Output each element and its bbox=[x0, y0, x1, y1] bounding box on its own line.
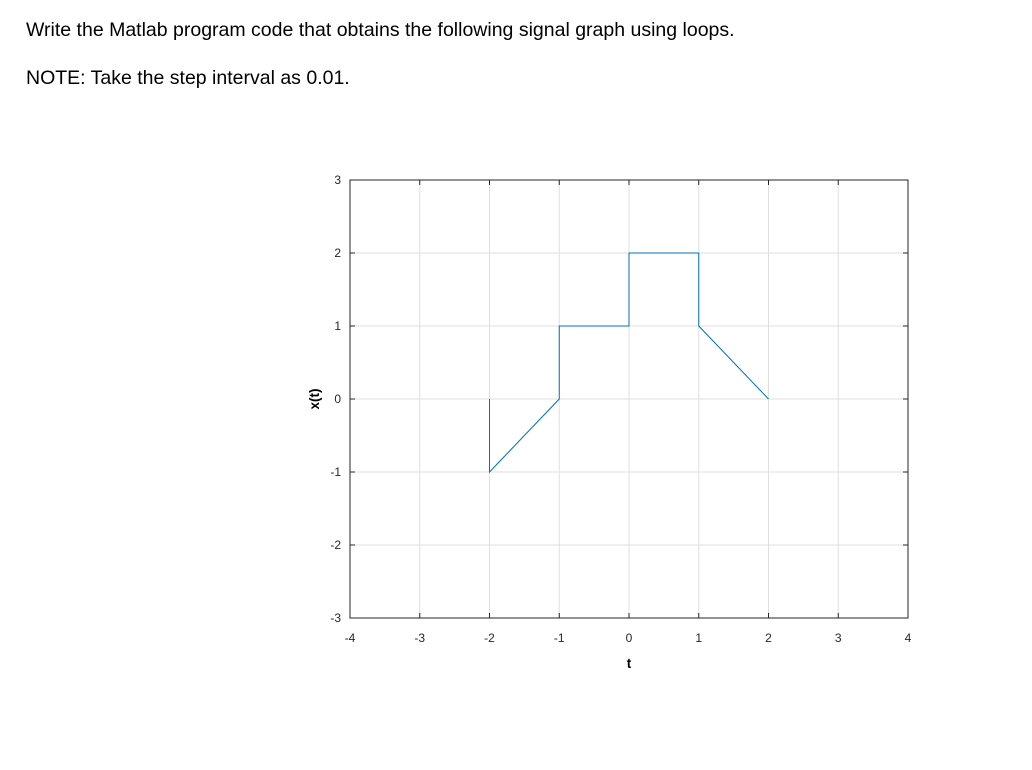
series bbox=[489, 252, 769, 474]
y-tick-label: 0 bbox=[334, 392, 341, 406]
x-axis-label: t bbox=[627, 656, 632, 671]
y-tick-label: 2 bbox=[334, 246, 341, 260]
y-tick-label: -2 bbox=[330, 538, 341, 552]
x-tick-label: -4 bbox=[345, 631, 356, 645]
y-tick-label: -1 bbox=[330, 465, 341, 479]
x-tick-label: 0 bbox=[626, 631, 633, 645]
note-text: NOTE: Take the step interval as 0.01. bbox=[26, 67, 350, 89]
y-tick-label: -3 bbox=[330, 611, 341, 625]
y-axis-label: x(t) bbox=[307, 389, 322, 410]
grid bbox=[349, 179, 909, 619]
signal-line bbox=[489, 252, 769, 474]
x-tick-label: 4 bbox=[905, 631, 912, 645]
question-text: Write the Matlab program code that obtai… bbox=[26, 19, 735, 41]
x-tick-label: -3 bbox=[414, 631, 425, 645]
ticks bbox=[349, 179, 909, 619]
x-tick-label: 2 bbox=[765, 631, 772, 645]
tick-labels: -4 -3 -2 -1 0 1 2 3 4 -3 -2 -1 0 1 2 3 bbox=[330, 173, 911, 645]
x-tick-label: -1 bbox=[554, 631, 565, 645]
x-tick-label: 1 bbox=[695, 631, 702, 645]
y-tick-label: 3 bbox=[334, 173, 341, 187]
x-tick-label: 3 bbox=[835, 631, 842, 645]
y-tick-label: 1 bbox=[334, 319, 341, 333]
x-tick-label: -2 bbox=[484, 631, 495, 645]
